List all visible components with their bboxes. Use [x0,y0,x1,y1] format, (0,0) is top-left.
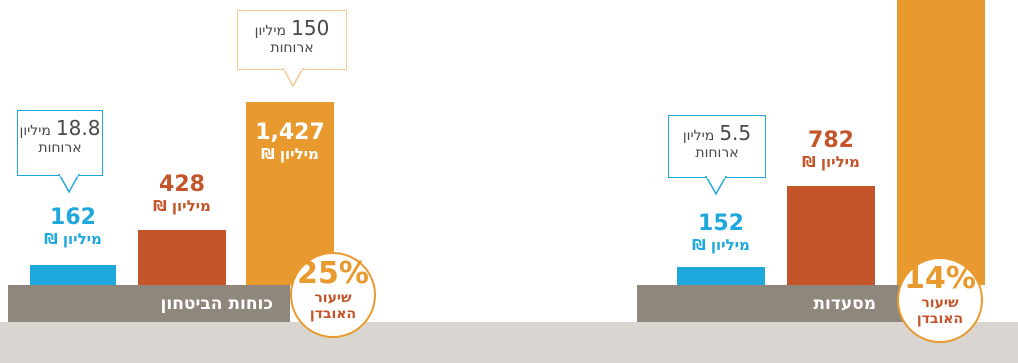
callout-second-line: ארוחות [270,40,314,56]
base-restaurants [637,285,907,322]
value-number: 428 [159,172,205,197]
bar-restaurants-2 [787,186,875,285]
callout-tail [282,68,304,88]
callout-word: מיליון [254,23,287,39]
loss-rate: 25% [297,256,369,291]
value-label-restaurants-1: 152 מיליון ₪ [677,211,765,255]
loss-caption-1: שיעור [314,290,352,306]
loss-rate-badge-restaurants: 14% שיעור האובדן [897,257,983,343]
value-label-restaurants-2: 782 מיליון ₪ [777,128,885,172]
value-unit: מיליון ₪ [153,197,211,215]
bar-security-2 [138,230,226,285]
callout-security-1: 18.8 מיליון ארוחות [17,110,103,194]
value-label-security-2: 428 מיליון ₪ [128,172,236,216]
loss-caption-1: שיעור [921,295,959,311]
bar-restaurants-1 [677,267,765,285]
category-label-restaurants: מסעדות [813,294,876,314]
value-number: 152 [698,211,744,236]
category-label-security: כוחות הביטחון [160,294,273,314]
loss-rate: 14% [904,261,976,296]
value-unit: מיליון ₪ [802,153,860,171]
value-label-security-3: 1,427 מיליון ₪ [246,120,334,164]
callout-tail [705,176,727,196]
callout-restaurants-1: 5.5 מיליון ארוחות [668,115,766,196]
callout-number: 18.8 [55,116,101,140]
callout-number: 5.5 [719,121,752,145]
loss-caption-2: האובדן [916,311,964,327]
callout-tail [58,174,80,194]
bar-restaurants-3 [897,0,985,285]
loss-caption-2: האובדן [309,306,357,322]
base-security [8,285,290,322]
floor [0,322,1018,363]
callout-word: מיליון [19,123,51,139]
callout-second-line: ארוחות [695,145,739,161]
loss-rate-badge-security: 25% שיעור האובדן [290,252,376,338]
bar-security-1 [30,265,116,285]
value-label-security-1: 162 מיליון ₪ [30,205,116,249]
value-unit: מיליון ₪ [261,145,319,163]
value-unit: מיליון ₪ [44,230,102,248]
value-number: 782 [808,128,854,153]
callout-security-3: 150 מיליון ארוחות [237,10,347,88]
value-unit: מיליון ₪ [692,236,750,254]
callout-second-line: ארוחות [38,140,82,156]
callout-word: מיליון [682,128,715,144]
value-number: 162 [50,205,96,230]
callout-number: 150 [291,16,330,40]
value-number: 1,427 [255,120,325,145]
